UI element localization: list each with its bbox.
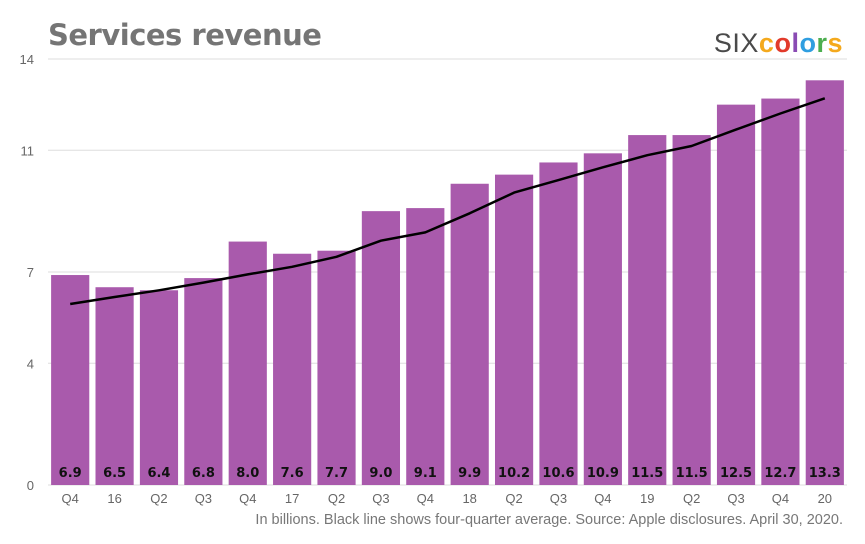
bar <box>273 253 312 485</box>
logo-prefix: SIX <box>713 28 759 58</box>
data-label: 6.5 <box>103 466 126 481</box>
logo-letter: o <box>799 28 817 58</box>
bar <box>539 162 578 485</box>
logo-colors: colors <box>759 28 843 58</box>
x-tick-label: Q2 <box>150 491 167 506</box>
data-label: 12.7 <box>764 466 796 481</box>
bar <box>228 241 267 485</box>
sixcolors-logo: SIXcolors <box>714 28 843 59</box>
bar <box>450 183 489 485</box>
logo-letter: o <box>774 28 792 58</box>
y-tick-label: 0 <box>27 478 34 493</box>
x-tick-label: Q4 <box>62 491 79 506</box>
data-label: 11.5 <box>676 466 708 481</box>
data-label: 6.9 <box>59 466 82 481</box>
x-tick-label: Q3 <box>195 491 212 506</box>
x-tick-label: Q4 <box>417 491 434 506</box>
bar <box>139 290 179 485</box>
bar <box>361 211 401 485</box>
x-tick-label: Q4 <box>594 491 611 506</box>
chart-caption: In billions. Black line shows four-quart… <box>255 512 843 528</box>
logo-letter: r <box>816 28 828 58</box>
bar <box>672 135 711 486</box>
data-label: 8.0 <box>236 466 259 481</box>
x-tick-label: Q4 <box>772 491 789 506</box>
logo-letter: s <box>827 28 843 58</box>
x-tick-label: 17 <box>285 491 299 506</box>
y-tick-label: 11 <box>21 143 35 158</box>
bar <box>184 278 223 485</box>
logo-letter: c <box>758 28 775 58</box>
x-tick-label: Q3 <box>727 491 744 506</box>
x-tick-label: 16 <box>107 491 121 506</box>
x-tick-label: Q3 <box>550 491 567 506</box>
data-label: 12.5 <box>720 466 752 481</box>
bar <box>406 208 445 485</box>
y-tick-label: 14 <box>20 52 34 67</box>
bar <box>95 287 134 485</box>
data-label: 7.6 <box>281 466 304 481</box>
data-label: 10.9 <box>587 466 619 481</box>
x-tick-label: Q3 <box>372 491 389 506</box>
x-tick-label: 19 <box>640 491 654 506</box>
x-tick-label: 20 <box>818 491 832 506</box>
data-label: 11.5 <box>631 466 663 481</box>
bar <box>716 104 756 486</box>
x-tick-label: Q2 <box>683 491 700 506</box>
bar <box>761 98 800 486</box>
x-tick-label: 18 <box>462 491 476 506</box>
data-label: 9.9 <box>458 466 481 481</box>
bar <box>317 250 356 485</box>
data-label: 13.3 <box>809 466 841 481</box>
data-label: 6.8 <box>192 466 215 481</box>
y-tick-label: 7 <box>27 265 34 280</box>
data-label: 7.7 <box>325 466 348 481</box>
x-tick-label: Q2 <box>505 491 522 506</box>
y-tick-label: 4 <box>27 356 34 371</box>
bar <box>628 135 667 486</box>
average-line <box>70 97 826 306</box>
x-tick-label: Q2 <box>328 491 345 506</box>
chart-title: Services revenue <box>48 18 322 52</box>
bar <box>805 80 844 486</box>
data-label: 10.2 <box>498 466 530 481</box>
data-label: 9.1 <box>414 466 437 481</box>
data-label: 9.0 <box>369 466 392 481</box>
data-label: 6.4 <box>147 466 170 481</box>
logo-letter: l <box>791 28 800 58</box>
data-label: 10.6 <box>542 466 574 481</box>
bar <box>583 153 622 486</box>
bar <box>494 174 534 485</box>
bar <box>51 275 90 485</box>
x-tick-label: Q4 <box>239 491 256 506</box>
